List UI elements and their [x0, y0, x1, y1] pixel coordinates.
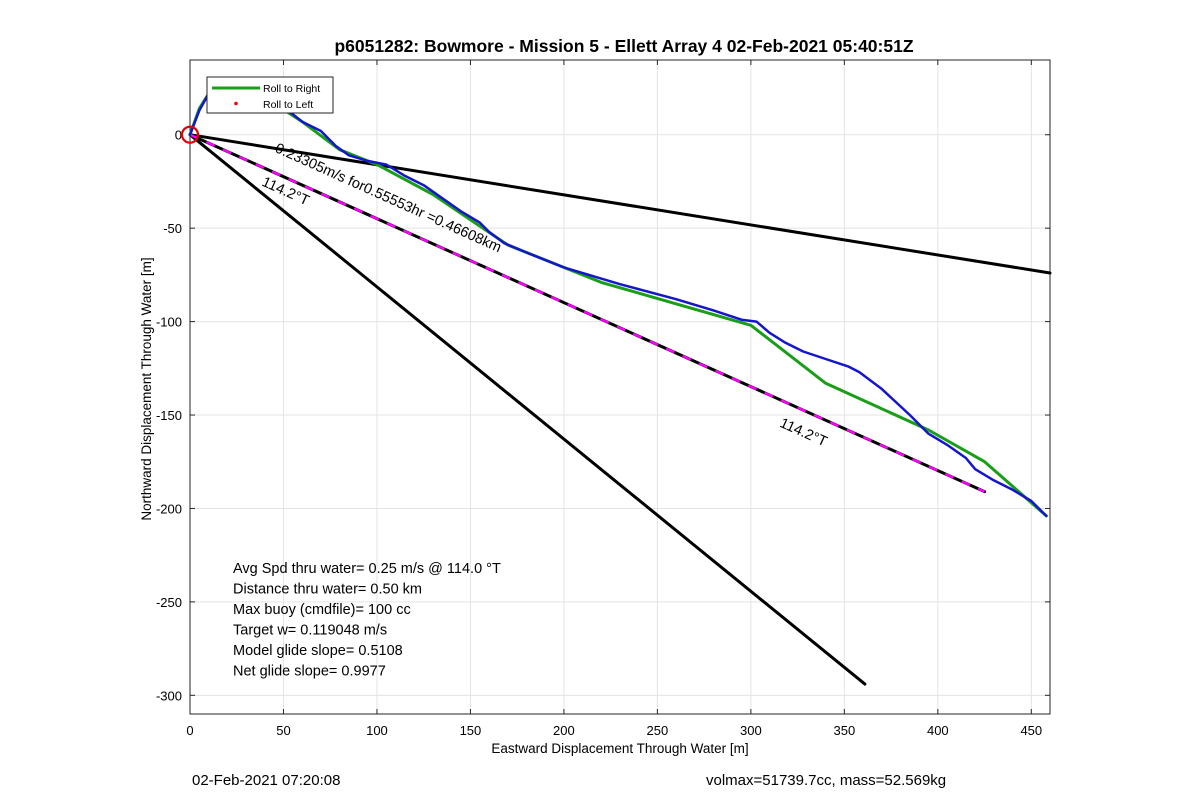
- footer-timestamp: 02-Feb-2021 07:20:08: [192, 772, 341, 789]
- stats-line: Target w= 0.119048 m/s: [233, 623, 387, 639]
- net-heading-dash-overlay: [189, 133, 986, 493]
- legend: Roll to Right Roll to Left: [206, 76, 334, 114]
- axes-box: [189, 59, 1051, 715]
- chart-title: p6051282: Bowmore - Mission 5 - Ellett A…: [334, 36, 913, 56]
- start-point-marker: [180, 125, 200, 144]
- glider-track-line: [188, 86, 1048, 518]
- legend-label-roll-right: Roll to Right: [263, 83, 320, 95]
- y-axis-label: Northward Displacement Through Water [m]: [139, 257, 154, 520]
- x-tick-label: 200: [553, 723, 575, 738]
- x-tick-label: 400: [927, 723, 949, 738]
- stats-line: Avg Spd thru water= 0.25 m/s @ 114.0 °T: [233, 561, 501, 577]
- x-tick-label: 350: [833, 723, 855, 738]
- y-tick-label: -50: [163, 221, 182, 236]
- ticks: 0 50 100 150 200 250 300 350 400 450 -300 -250 -200 -…: [156, 60, 1050, 738]
- reference-line-steep: [188, 133, 867, 686]
- y-tick-label: -300: [156, 688, 182, 703]
- x-tick-label: 250: [647, 723, 669, 738]
- stats-layer: Avg Spd thru water= 0.25 m/s @ 114.0 °T D…: [233, 561, 501, 680]
- y-tick-label: -100: [156, 315, 182, 330]
- x-tick-label: 150: [460, 723, 482, 738]
- x-tick-label: 50: [276, 723, 290, 738]
- x-tick-label: 0: [186, 723, 193, 738]
- x-tick-label: 450: [1020, 723, 1042, 738]
- stats-line: Max buoy (cmdfile)= 100 cc: [233, 602, 411, 618]
- y-tick-label: -150: [156, 408, 182, 423]
- legend-box: [206, 76, 334, 114]
- y-tick-label: -200: [156, 501, 182, 516]
- x-axis-label: Eastward Displacement Through Water [m]: [491, 741, 748, 756]
- y-tick-label: -250: [156, 595, 182, 610]
- y-tick-label: 0: [175, 128, 182, 143]
- stats-line: Model glide slope= 0.5108: [233, 643, 403, 659]
- stats-line: Distance thru water= 0.50 km: [233, 582, 422, 598]
- reference-line-shallow: [188, 133, 1052, 275]
- x-tick-label: 300: [740, 723, 762, 738]
- stats-line: Net glide slope= 0.9977: [233, 664, 386, 680]
- legend-label-roll-left: Roll to Left: [263, 99, 313, 111]
- legend-swatch-roll-left: [234, 101, 238, 106]
- footer-volmax-mass: volmax=51739.7cc, mass=52.569kg: [706, 772, 947, 789]
- grid: [189, 60, 1050, 714]
- x-tick-label: 100: [366, 723, 388, 738]
